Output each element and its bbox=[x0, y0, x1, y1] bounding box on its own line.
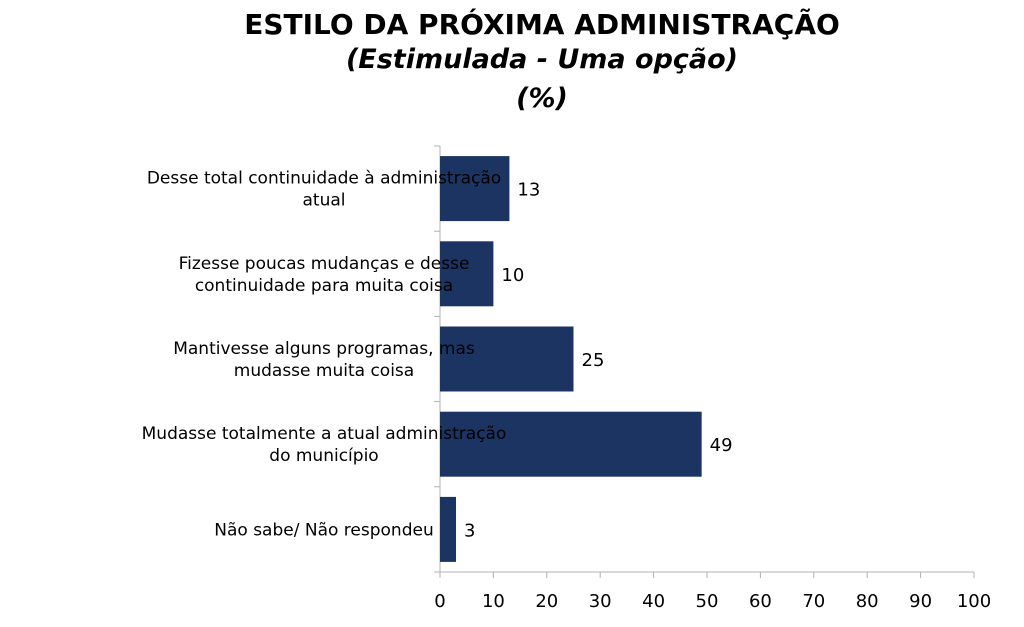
x-tick-label: 80 bbox=[856, 591, 879, 612]
category-label: Mudasse totalmente a atual administração bbox=[142, 424, 507, 444]
category-label: mudasse muita coisa bbox=[234, 361, 414, 381]
data-label: 49 bbox=[710, 435, 733, 456]
bar bbox=[440, 411, 702, 477]
category-label: continuidade para muita coisa bbox=[195, 276, 453, 296]
x-tick-label: 20 bbox=[535, 591, 558, 612]
data-label: 13 bbox=[517, 180, 540, 201]
bar bbox=[440, 496, 457, 562]
bar bbox=[440, 156, 510, 222]
bar bbox=[440, 241, 494, 307]
bar bbox=[440, 326, 574, 392]
x-tick-label: 10 bbox=[482, 591, 505, 612]
category-label: atual bbox=[303, 191, 346, 211]
category-label: do município bbox=[269, 446, 378, 466]
data-label: 3 bbox=[464, 520, 475, 541]
data-label: 10 bbox=[501, 265, 524, 286]
chart-title: ESTILO DA PRÓXIMA ADMINISTRAÇÃO bbox=[244, 8, 840, 41]
x-tick-label: 70 bbox=[802, 591, 825, 612]
x-tick-label: 100 bbox=[957, 591, 991, 612]
category-label: Não sabe/ Não respondeu bbox=[214, 520, 433, 540]
category-label: Fizesse poucas mudanças e desse bbox=[179, 254, 470, 274]
x-tick-label: 40 bbox=[642, 591, 665, 612]
x-tick-label: 0 bbox=[434, 591, 445, 612]
chart-subtitle: (Estimulada - Uma opção) bbox=[345, 44, 739, 75]
x-tick-label: 30 bbox=[589, 591, 612, 612]
category-label: Mantivesse alguns programas, mas bbox=[173, 339, 475, 359]
x-tick-label: 90 bbox=[909, 591, 932, 612]
x-tick-label: 60 bbox=[749, 591, 772, 612]
category-label: Desse total continuidade à administração bbox=[147, 169, 501, 189]
data-label: 25 bbox=[582, 350, 605, 371]
x-tick-label: 50 bbox=[696, 591, 719, 612]
chart-unit: (%) bbox=[516, 83, 568, 114]
